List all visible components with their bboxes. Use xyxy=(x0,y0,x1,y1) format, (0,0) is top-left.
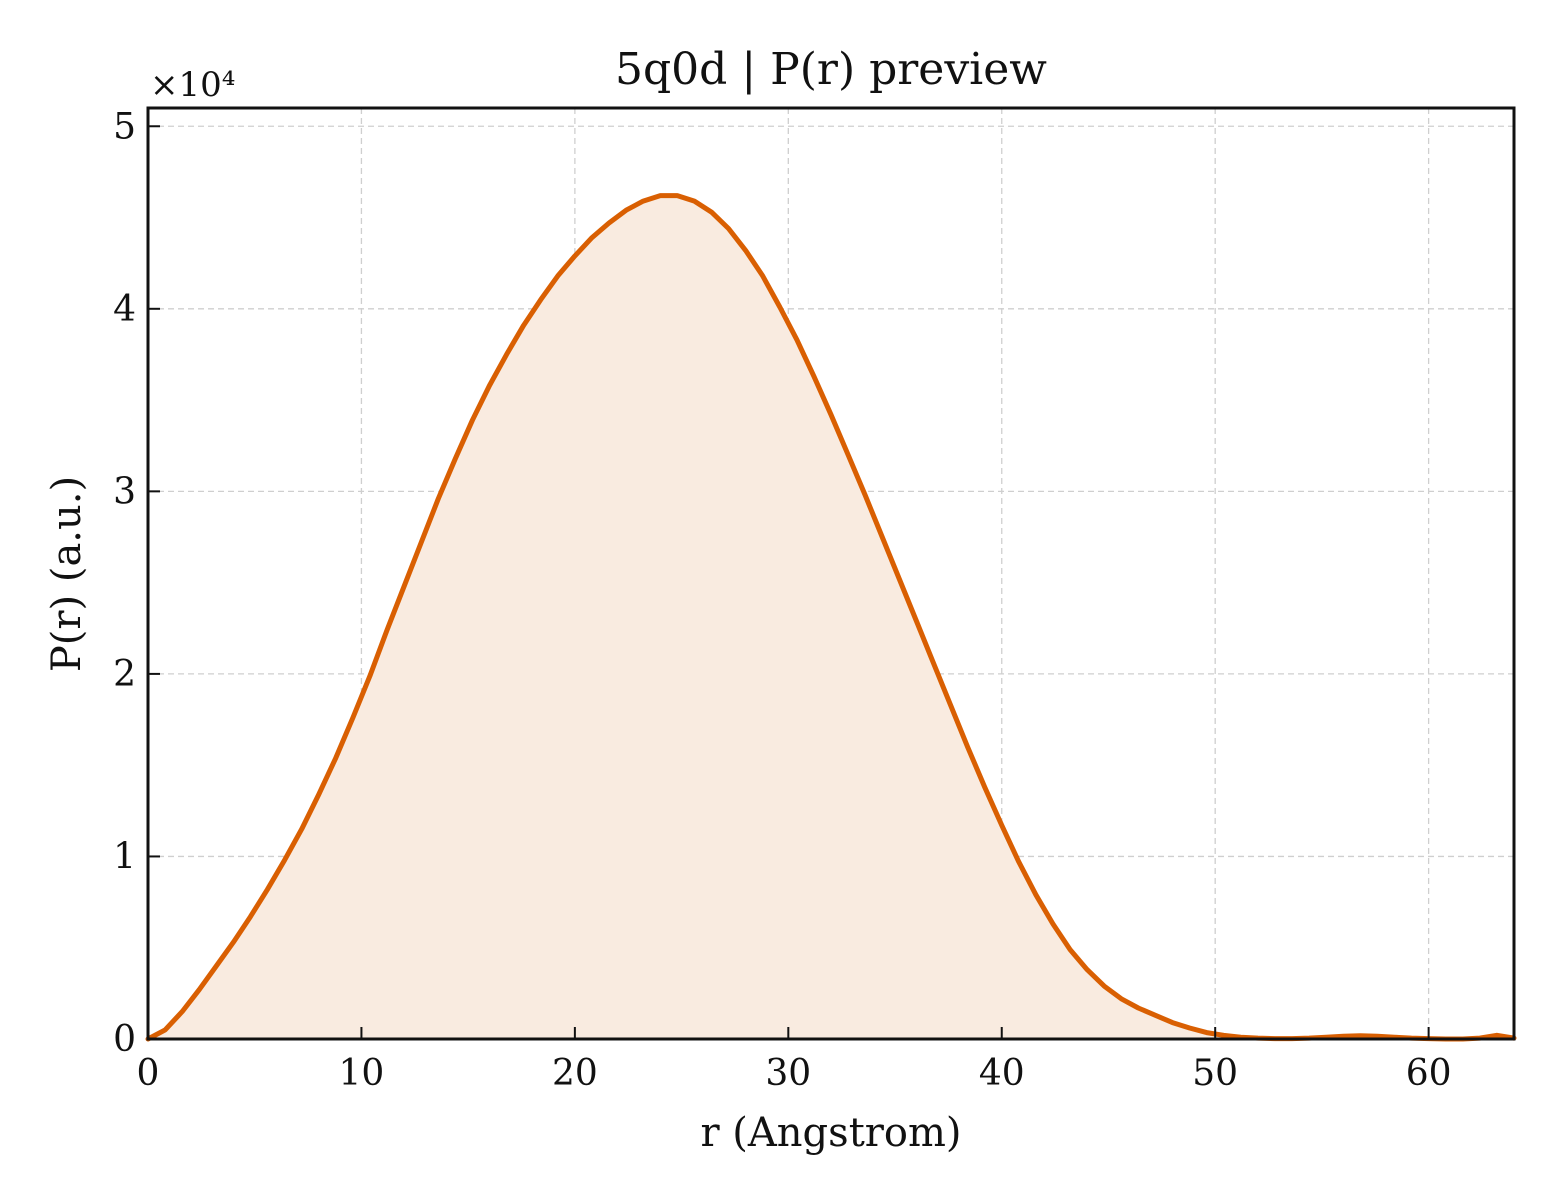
x-tick-label: 10 xyxy=(339,1053,385,1094)
y-tick-label: 0 xyxy=(113,1019,136,1060)
x-axis-label: r (Angstrom) xyxy=(700,1110,961,1156)
area-fill xyxy=(148,195,1514,1040)
y-tick-label: 2 xyxy=(113,654,136,695)
tick-labels: 0 10 20 30 40 50 60 0 1 2 3 4 5 xyxy=(113,106,1451,1094)
x-tick-label: 40 xyxy=(979,1053,1025,1094)
x-tick-label: 0 xyxy=(137,1053,160,1094)
x-tick-label: 30 xyxy=(765,1053,811,1094)
chart-title: 5q0d | P(r) preview xyxy=(615,44,1047,95)
plot-frame xyxy=(146,106,1516,1041)
y-axis-label: P(r) (a.u.) xyxy=(44,476,90,672)
x-tick-label: 60 xyxy=(1406,1053,1452,1094)
x-tick-label: 50 xyxy=(1192,1053,1238,1094)
x-tick-label: 20 xyxy=(552,1053,598,1094)
y-tick-label: 3 xyxy=(113,471,136,512)
y-offset-label: ×10⁴ xyxy=(150,65,235,105)
y-tick-label: 1 xyxy=(113,836,136,877)
y-tick-label: 5 xyxy=(113,106,136,147)
y-tick-label: 4 xyxy=(113,289,136,330)
